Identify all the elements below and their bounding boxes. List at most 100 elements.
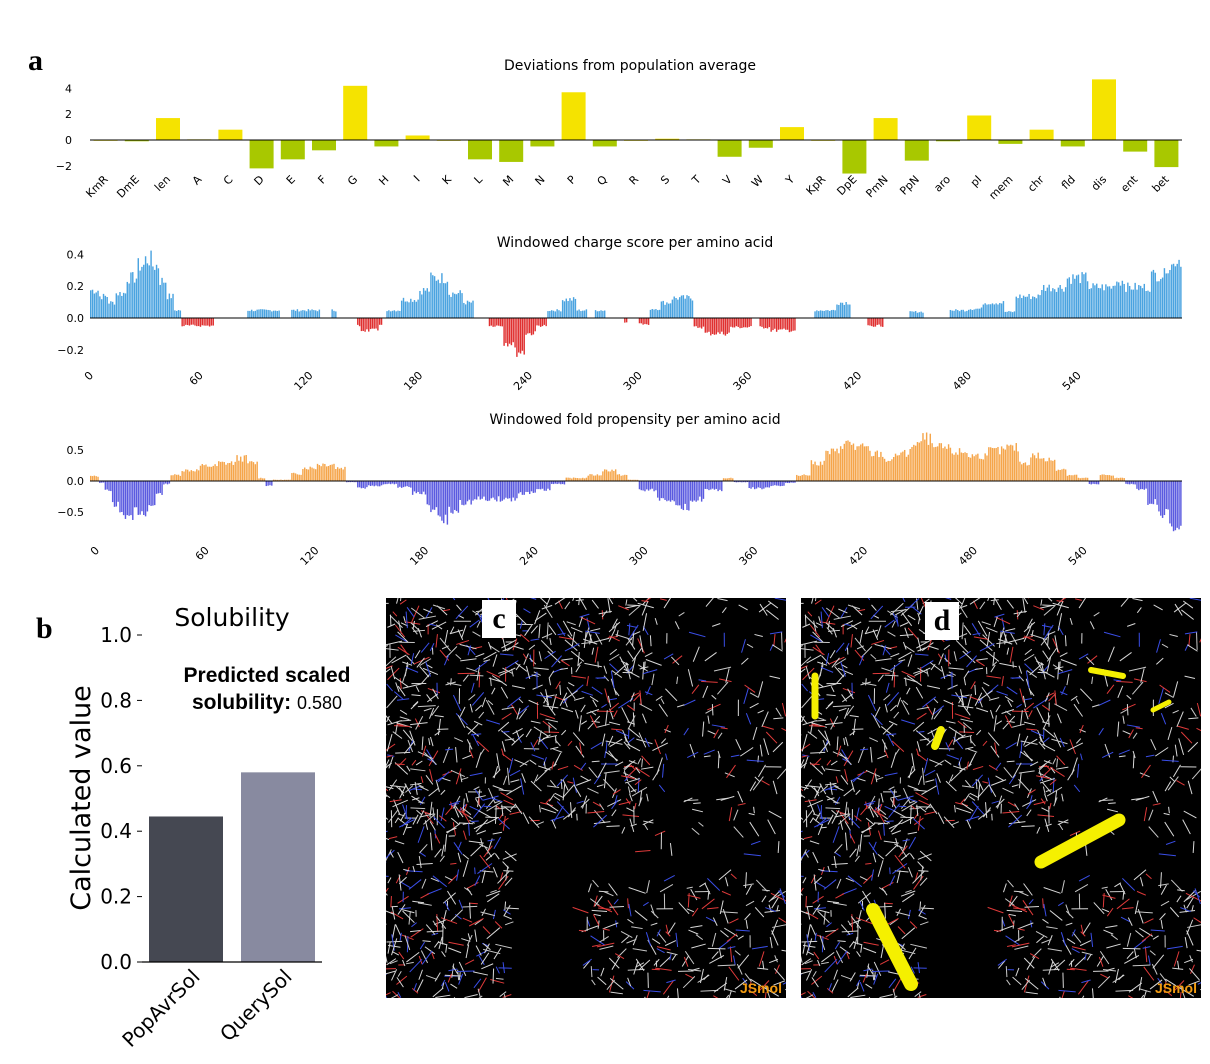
bar [684,481,686,504]
bond [572,777,578,793]
bar [192,318,194,325]
bar [757,481,760,488]
bond [885,845,898,857]
bar [349,481,352,483]
bond [505,865,509,881]
bond [430,951,435,960]
bar [695,318,697,327]
bond [686,908,695,913]
bond [634,910,648,921]
bond [996,690,1009,696]
bond [870,654,877,660]
bar [459,290,461,318]
jsmol-viewer-d[interactable]: d JSmol [801,598,1201,998]
bond [691,967,700,971]
bar [461,293,463,318]
bond [1196,949,1201,952]
bar [154,481,156,506]
bar [1145,481,1147,489]
bar [230,461,233,481]
bond [752,776,764,791]
bond [864,629,879,635]
bond [395,624,406,638]
bond [917,815,921,831]
bond [761,780,770,786]
bond [1105,888,1113,901]
bond [560,659,570,667]
bond [1040,636,1048,646]
bar [1108,475,1111,481]
bar [267,309,269,318]
bond [645,659,662,666]
bond [629,692,635,702]
bar [807,475,809,481]
bar [999,454,1001,481]
bond [399,598,402,602]
bond [669,953,672,961]
bar [832,309,835,318]
bond [638,959,651,971]
bond [644,598,652,602]
bar [552,310,555,318]
bond [975,659,985,667]
bond [601,733,606,747]
bond [546,703,556,716]
bar [1006,444,1008,481]
bond [518,705,530,715]
bond [1016,703,1022,708]
bond [475,653,485,658]
bond [665,688,678,702]
bond [1184,958,1194,964]
bond [729,946,733,963]
bond [618,605,629,611]
bar [796,474,798,481]
bond [593,637,610,643]
x-tick-label: 300 [621,369,645,393]
bond [863,941,879,946]
x-tick-label: 60 [187,369,206,388]
bond [979,643,995,652]
bond [556,801,570,815]
jsmol-viewer-c[interactable]: c JSmol [386,598,786,998]
bond [643,820,654,824]
bond [1024,738,1038,748]
bond [804,851,809,858]
x-tick-label: 180 [401,369,425,393]
bond [434,833,441,844]
bond [1134,900,1139,915]
bar [1152,269,1155,318]
bond [627,766,638,778]
bond [471,692,485,706]
bar [539,318,542,327]
bond [1058,669,1073,675]
bar [1033,455,1036,481]
bond [1188,968,1200,981]
bond [745,900,755,907]
bond [891,830,902,835]
bar [177,474,180,481]
bond [963,670,970,679]
bond [1102,894,1116,899]
x-tick-label: 480 [950,369,974,393]
bond [631,656,637,672]
bond [600,967,605,977]
bar [995,303,997,318]
bond [907,867,913,878]
bond [1056,758,1058,768]
bar [827,310,829,318]
bond [430,736,434,747]
bond [1137,909,1144,924]
bond [802,809,814,823]
bar [400,300,403,318]
bond [977,698,983,704]
bond [623,668,640,678]
bond [1196,727,1201,732]
bond [840,974,853,980]
bond [419,796,426,805]
bond [1184,936,1188,949]
bar [271,311,273,318]
bar [880,451,882,481]
bond [609,702,620,711]
bond [840,661,846,677]
bond [508,757,514,773]
